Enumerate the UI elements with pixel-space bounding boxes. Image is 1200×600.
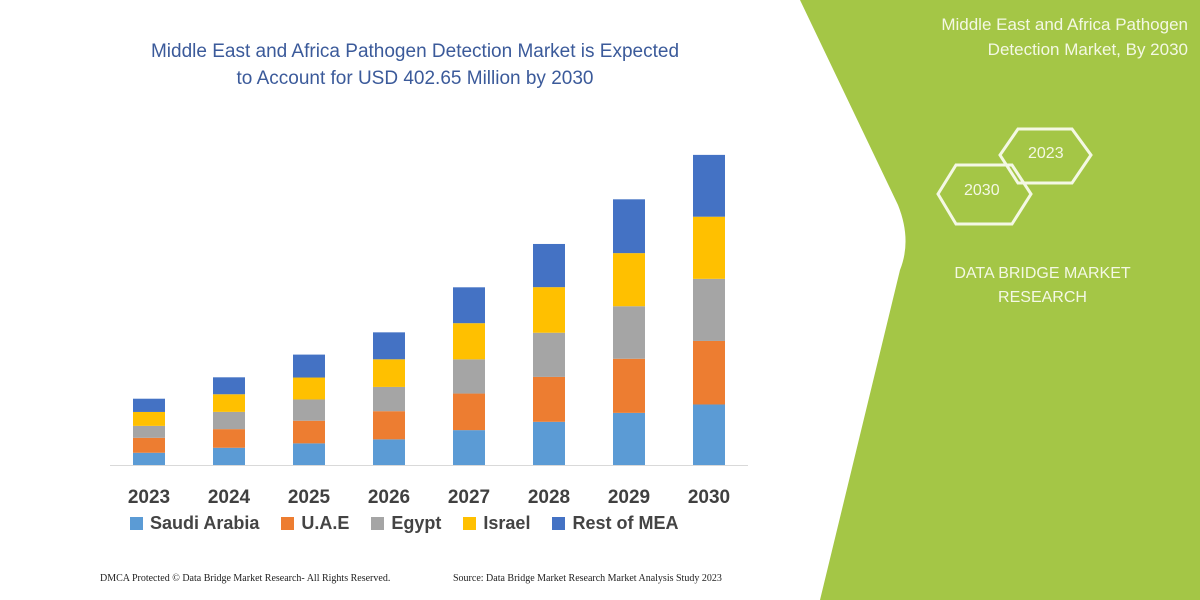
bar-segment-2025-u-a-e (293, 420, 325, 444)
hex-label-2023: 2023 (1028, 145, 1064, 162)
bar-segment-2029-israel (613, 253, 645, 307)
bar-segment-2025-saudi-arabia (293, 443, 325, 465)
legend-item: Rest of MEA (552, 513, 678, 534)
bar-segment-2028-rest-of-mea (533, 243, 565, 288)
legend-item: Israel (463, 513, 530, 534)
chart-title: Middle East and Africa Pathogen Detectio… (100, 38, 730, 92)
legend-label: Saudi Arabia (150, 513, 260, 533)
legend-label: Rest of MEA (572, 513, 679, 533)
title-line-2: to Account for USD 402.65 Million by 203… (236, 68, 594, 89)
hexagon-2030 (936, 163, 1033, 226)
brand-line-1: DATA BRIDGE MARKET (954, 265, 1131, 282)
chart-legend: Saudi Arabia U.A.E Egypt Israel Rest of MEA (130, 513, 678, 534)
brand-line-2: RESEARCH (998, 289, 1087, 306)
brand-name: DATA BRIDGE MARKET RESEARCH (920, 262, 1165, 310)
x-tick-label: 2030 (688, 487, 730, 508)
bar-segment-2026-egypt (373, 386, 405, 412)
bar-segment-2029-egypt (613, 306, 645, 359)
bar-segment-2029-rest-of-mea (613, 199, 645, 254)
bar-segment-2030-rest-of-mea (693, 154, 725, 217)
side-title-line-1: Middle East and Africa Pathogen (941, 15, 1188, 34)
x-tick-label: 2027 (448, 487, 490, 508)
bar-segment-2030-saudi-arabia (693, 404, 725, 465)
source-note: Source: Data Bridge Market Research Mark… (453, 573, 722, 584)
legend-label: Egypt (391, 513, 442, 533)
legend-swatch (463, 517, 477, 530)
bar-segment-2027-rest-of-mea (453, 287, 485, 324)
x-tick-label: 2023 (128, 487, 170, 508)
legend-swatch (130, 517, 143, 530)
x-tick-label: 2029 (608, 487, 650, 508)
bar-segment-2025-egypt (293, 399, 325, 421)
bar-segment-2024-saudi-arabia (213, 447, 245, 465)
bar-segment-2024-u-a-e (213, 429, 245, 448)
legend-swatch (552, 517, 566, 530)
bar-segment-2026-israel (373, 359, 405, 387)
bar-segment-2026-saudi-arabia (373, 439, 405, 465)
bar-segment-2026-u-a-e (373, 411, 405, 440)
bar-segment-2028-saudi-arabia (533, 421, 565, 465)
bar-segment-2027-egypt (453, 359, 485, 394)
bar-segment-2027-saudi-arabia (453, 430, 485, 465)
x-tick-label: 2028 (528, 487, 570, 508)
bar-segment-2029-saudi-arabia (613, 412, 645, 465)
bar-segment-2030-israel (693, 216, 725, 279)
x-tick-label: 2025 (288, 487, 331, 508)
bar-segment-2023-egypt (133, 425, 165, 438)
legend-item: Egypt (371, 513, 441, 534)
side-panel-title: Middle East and Africa Pathogen Detectio… (858, 12, 1188, 62)
bar-segment-2025-rest-of-mea (293, 354, 325, 378)
bar-segment-2028-egypt (533, 332, 565, 377)
bar-segment-2029-u-a-e (613, 358, 645, 413)
title-line-1: Middle East and Africa Pathogen Detectio… (150, 41, 680, 62)
bar-segment-2030-egypt (693, 278, 725, 341)
legend-label: Israel (483, 513, 531, 533)
bar-segment-2027-u-a-e (453, 393, 485, 431)
bar-segment-2030-u-a-e (693, 340, 725, 405)
bar-segment-2027-israel (453, 323, 485, 360)
copyright-notice: DMCA Protected © Data Bridge Market Rese… (100, 573, 391, 584)
x-tick-label: 2026 (368, 487, 410, 508)
bar-segment-2025-israel (293, 377, 325, 400)
bar-segment-2023-rest-of-mea (133, 398, 165, 412)
bar-segment-2023-saudi-arabia (133, 452, 165, 465)
bar-segment-2024-rest-of-mea (213, 377, 245, 395)
stacked-bar-chart: 2023 2024 2025 2026 2027 2028 2029 2030 (110, 154, 748, 508)
bar-segment-2024-egypt (213, 411, 245, 430)
legend-swatch (371, 517, 385, 530)
legend-label: U.A.E (301, 513, 350, 533)
hex-label-2030: 2030 (964, 182, 1000, 199)
legend-item: Saudi Arabia (130, 513, 259, 534)
legend-swatch (281, 517, 295, 530)
legend-item: U.A.E (281, 513, 349, 534)
bar-segment-2023-u-a-e (133, 437, 165, 453)
bar-segment-2028-u-a-e (533, 376, 565, 422)
hexagon-2023 (998, 127, 1093, 185)
side-title-line-2: Detection Market, By 2030 (987, 40, 1188, 59)
bar-segment-2023-israel (133, 411, 165, 426)
bar-segment-2026-rest-of-mea (373, 332, 405, 360)
x-tick-label: 2024 (208, 487, 251, 508)
bar-segment-2024-israel (213, 394, 245, 412)
green-side-panel (800, 0, 1200, 600)
bar-segment-2028-israel (533, 287, 565, 333)
